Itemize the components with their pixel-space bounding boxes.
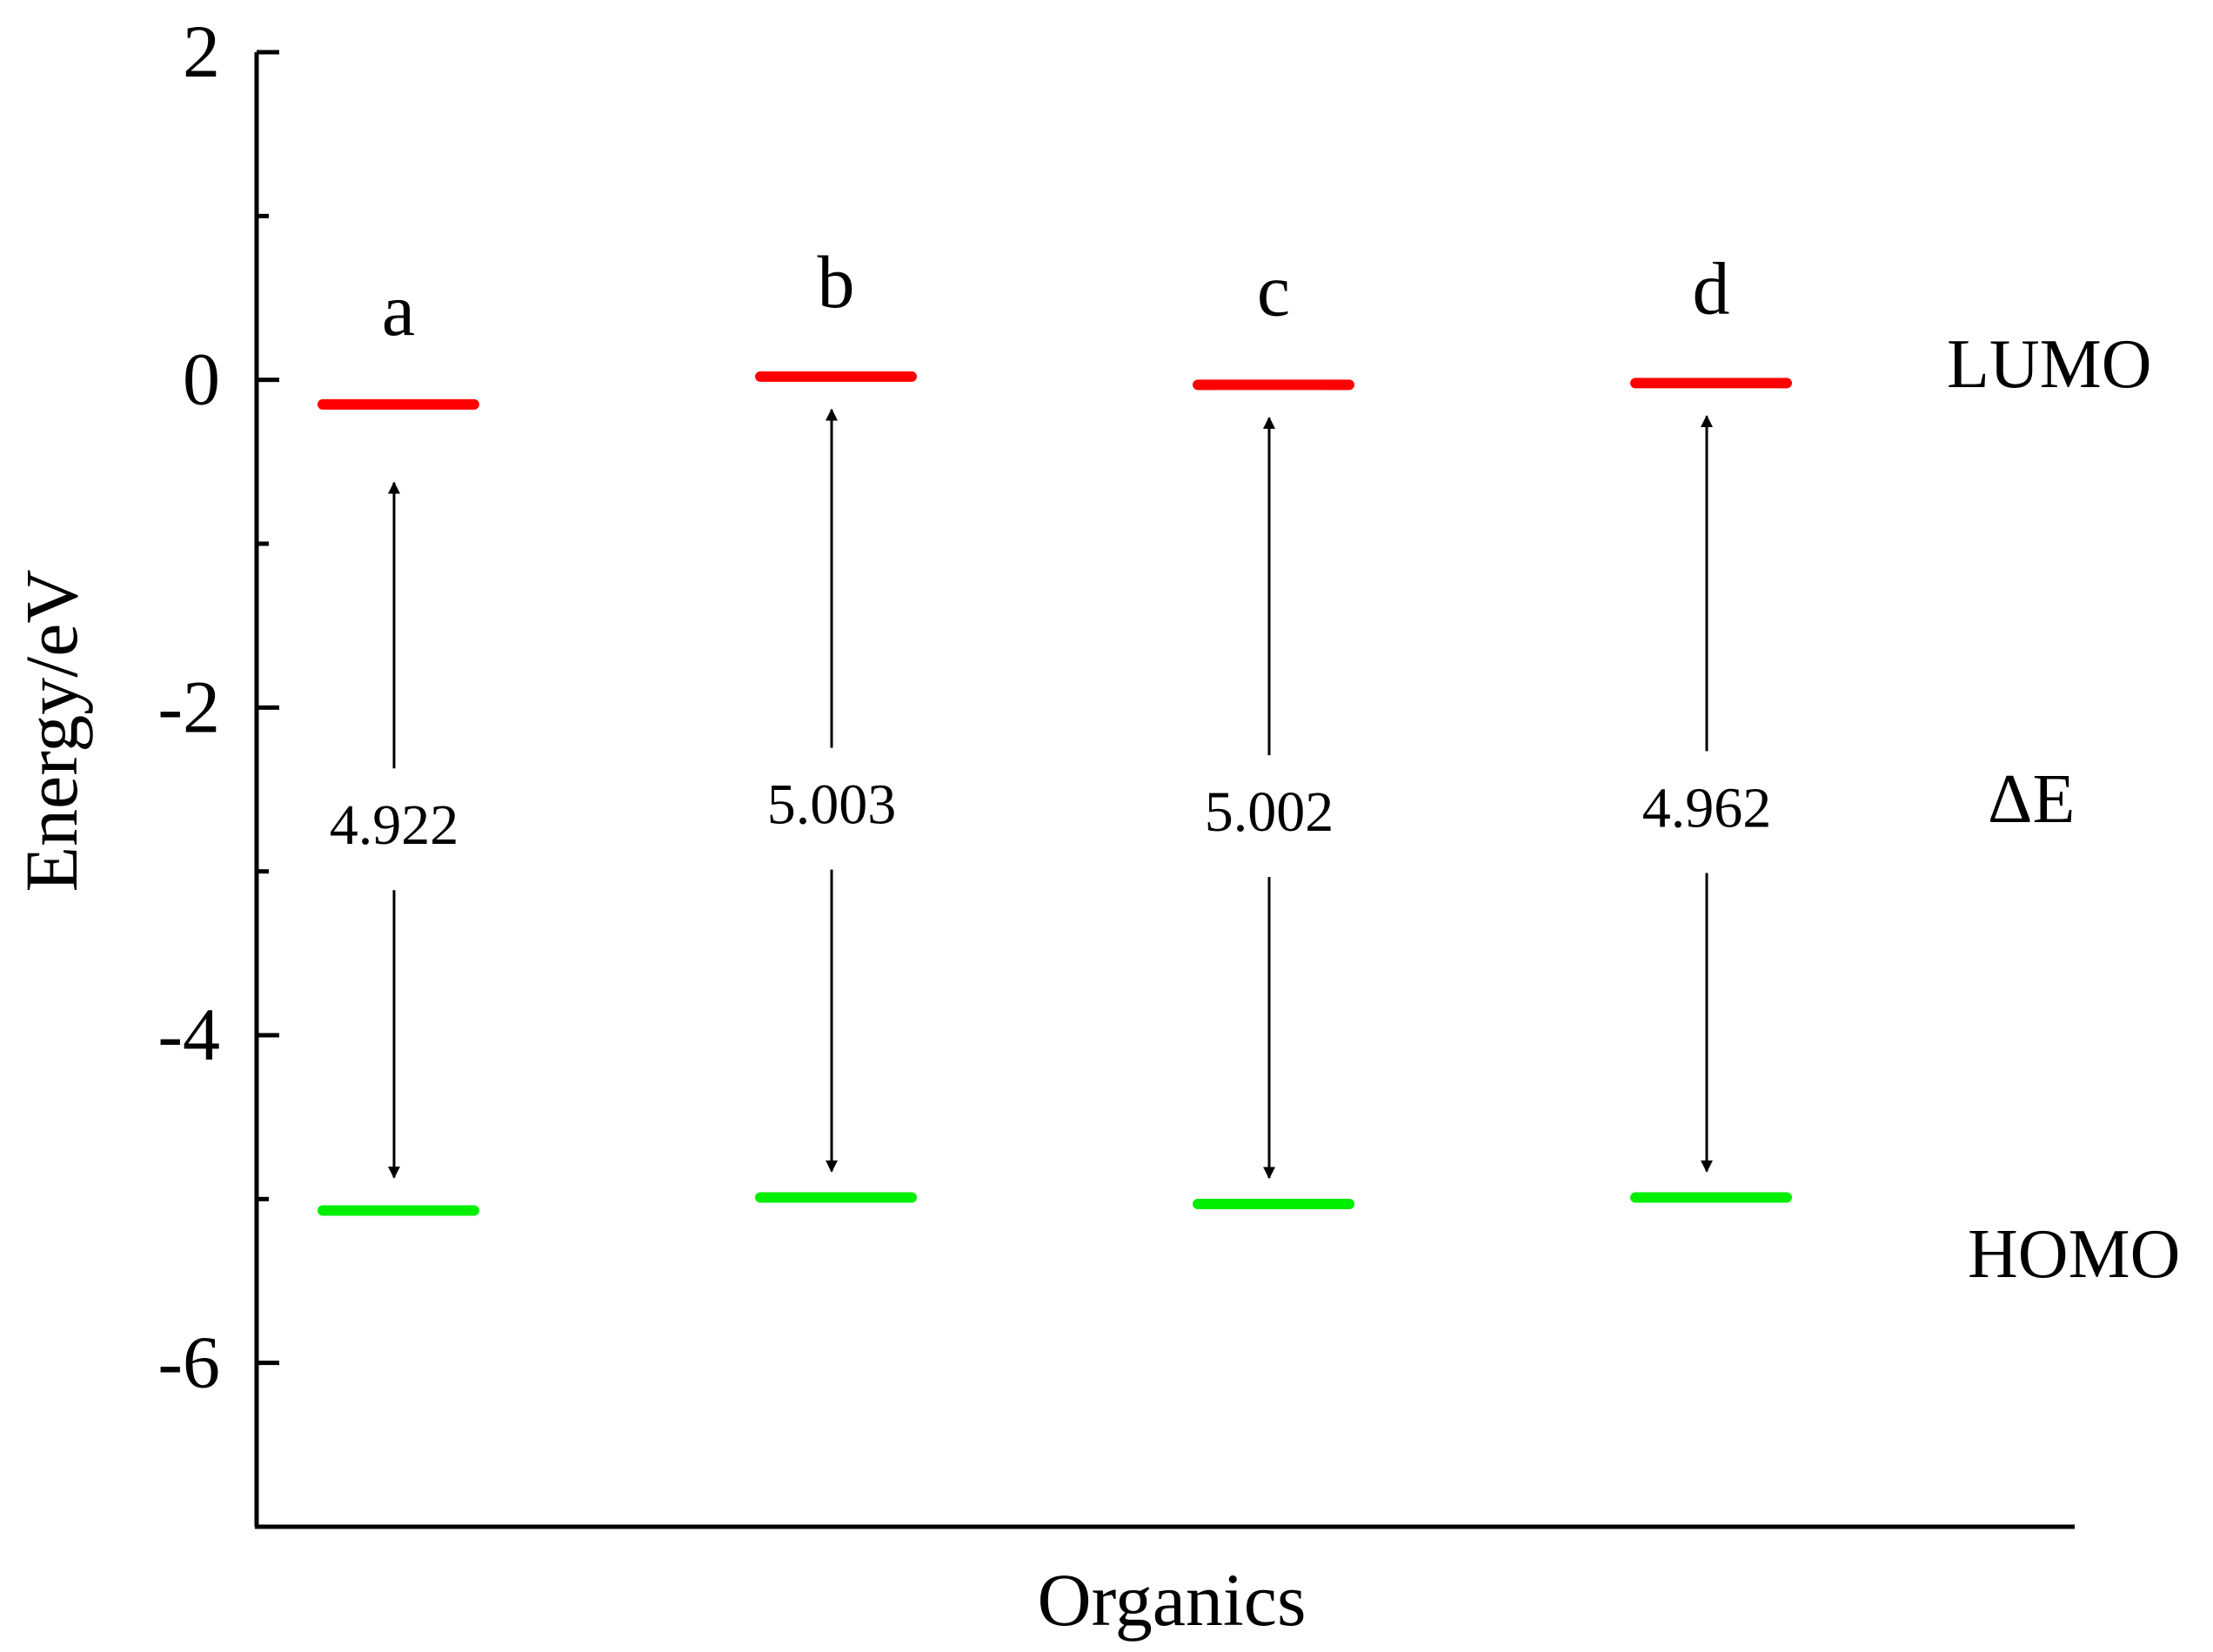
gap-arrows: 4.922 5.003 5.002 4.962 <box>330 408 1772 1180</box>
delta-e-legend-label: ΔE <box>1988 761 2075 838</box>
lumo-legend-label: LUMO <box>1947 326 2152 403</box>
gap-value-label: 5.002 <box>1205 780 1334 844</box>
y-tick-label: -4 <box>157 993 220 1076</box>
x-axis-title: Organics <box>1038 1558 1307 1642</box>
y-axis-title: Energy/eV <box>10 570 93 893</box>
gap-value-label: 4.922 <box>330 793 459 857</box>
category-label: c <box>1257 248 1290 331</box>
y-tick-label: -6 <box>157 1321 220 1404</box>
y-tick-label: 0 <box>183 338 220 421</box>
category-label: b <box>818 240 855 324</box>
axes <box>254 52 2075 1529</box>
gap-value-label: 4.962 <box>1642 776 1772 839</box>
category-label: a <box>382 268 415 351</box>
y-tick-label: -2 <box>157 665 220 748</box>
category-label: d <box>1693 246 1730 330</box>
energy-levels <box>318 371 1792 1216</box>
homo-legend-label: HOMO <box>1968 1216 2180 1293</box>
category-labels: a b c d <box>382 240 1730 351</box>
y-ticks: 2 0 -2 -4 -6 <box>157 10 279 1529</box>
y-tick-label: 2 <box>183 10 220 93</box>
gap-value-label: 5.003 <box>767 773 897 837</box>
